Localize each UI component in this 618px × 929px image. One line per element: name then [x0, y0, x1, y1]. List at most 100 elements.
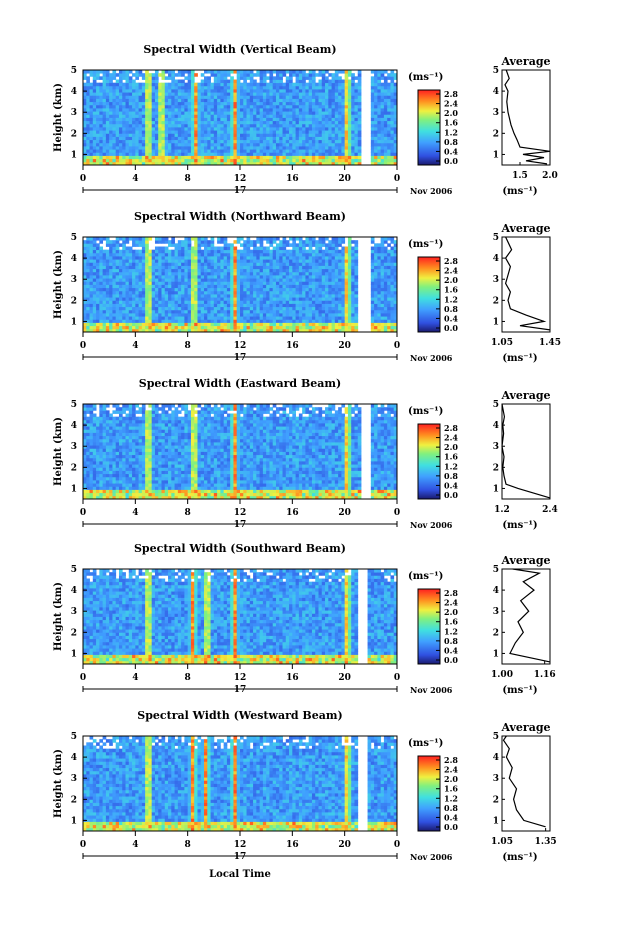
heatmap-cell [177, 271, 182, 276]
heatmap-cell [279, 281, 283, 285]
heatmap-cell [223, 95, 228, 99]
heatmap-cell [246, 256, 251, 260]
heatmap-cell [344, 130, 349, 134]
heatmap-cell [240, 281, 244, 285]
heatmap-cell [115, 79, 120, 84]
heatmap-cell [256, 155, 261, 160]
heatmap-cell [285, 290, 290, 295]
heatmap-cell [102, 70, 107, 74]
heatmap-cell [285, 284, 290, 289]
heatmap-cell [289, 108, 293, 112]
heatmap-cell [184, 139, 189, 144]
heatmap-cell [128, 104, 133, 109]
heatmap-cell [86, 246, 90, 251]
heatmap-cell [374, 155, 378, 160]
heatmap-cell [357, 123, 362, 128]
heatmap-cell [292, 133, 296, 137]
heatmap-cell [249, 139, 254, 144]
heatmap-cell [321, 73, 326, 77]
heatmap-cell [341, 123, 346, 128]
heatmap-cell [315, 252, 319, 257]
heatmap-cell [83, 297, 87, 301]
heatmap-cell [148, 259, 153, 263]
heatmap-cell [138, 294, 143, 298]
heatmap-cell [197, 290, 202, 295]
heatmap-cell [200, 133, 205, 137]
heatmap-cell [194, 281, 198, 285]
heatmap-cell [181, 161, 185, 166]
heatmap-cell [393, 142, 398, 147]
heatmap-cell [204, 319, 208, 323]
heatmap-cell [154, 161, 159, 166]
heatmap-cell [200, 309, 205, 314]
heatmap-cell [194, 313, 198, 317]
heatmap-cell [96, 158, 100, 163]
heatmap-cell [207, 133, 211, 137]
heatmap-cell [387, 104, 391, 109]
heatmap-cell [204, 294, 208, 298]
heatmap-cell [305, 303, 310, 308]
heatmap-cell [259, 98, 264, 103]
heatmap-cell [298, 101, 303, 106]
heatmap-cell [217, 325, 221, 330]
heatmap-cell [226, 146, 231, 150]
heatmap-cell [138, 70, 143, 74]
heatmap-cell [207, 120, 211, 125]
heatmap-cell [253, 149, 257, 153]
heatmap-cell [89, 259, 94, 263]
heatmap-cell [390, 79, 395, 84]
heatmap-cell [321, 127, 326, 131]
heatmap-cell [308, 256, 313, 260]
heatmap-cell [328, 243, 332, 247]
heatmap-cell [256, 142, 261, 147]
heatmap-cell [213, 309, 218, 314]
heatmap-cell [174, 294, 179, 298]
heatmap-cell [99, 297, 104, 301]
heatmap-cell [279, 82, 283, 87]
heatmap-cell [151, 328, 156, 333]
heatmap-cell [236, 152, 241, 156]
heatmap-cell [200, 117, 205, 122]
heatmap-cell [269, 111, 274, 115]
heatmap-cell [200, 152, 205, 156]
heatmap-cell [112, 246, 117, 251]
heatmap-cell [96, 136, 100, 141]
heatmap-cell [200, 101, 205, 106]
heatmap-cell [125, 149, 130, 153]
heatmap-cell [184, 237, 189, 241]
heatmap-cell [164, 237, 169, 241]
heatmap-cell [207, 309, 211, 314]
heatmap-cell [233, 262, 238, 266]
heatmap-cell [86, 89, 90, 93]
heatmap-cell [292, 130, 296, 134]
heatmap-cell [311, 328, 316, 333]
heatmap-cell [213, 101, 218, 106]
heatmap-cell [174, 262, 179, 266]
heatmap-cell [292, 284, 296, 289]
heatmap-cell [233, 240, 238, 244]
heatmap-cell [226, 108, 231, 112]
heatmap-cell [220, 265, 225, 270]
heatmap-cell [321, 146, 326, 150]
heatmap-cell [289, 130, 293, 134]
heatmap-cell [89, 149, 94, 153]
heatmap-cell [338, 123, 342, 128]
heatmap-cell [217, 142, 221, 147]
heatmap-cell [177, 136, 182, 141]
heatmap-cell [328, 130, 332, 134]
heatmap-cell [240, 306, 244, 311]
heatmap-cell [217, 95, 221, 99]
heatmap-cell [184, 278, 189, 282]
heatmap-cell [321, 309, 326, 314]
heatmap-cell [233, 82, 238, 87]
heatmap-cell [145, 313, 149, 317]
heatmap-cell [197, 142, 202, 147]
heatmap-cell [272, 101, 277, 106]
heatmap-cell [315, 133, 319, 137]
heatmap-cell [210, 313, 215, 317]
heatmap-cell [99, 278, 104, 282]
heatmap-cell [351, 158, 355, 163]
heatmap-cell [275, 303, 280, 308]
heatmap-cell [262, 139, 267, 144]
heatmap-cell [236, 265, 241, 270]
